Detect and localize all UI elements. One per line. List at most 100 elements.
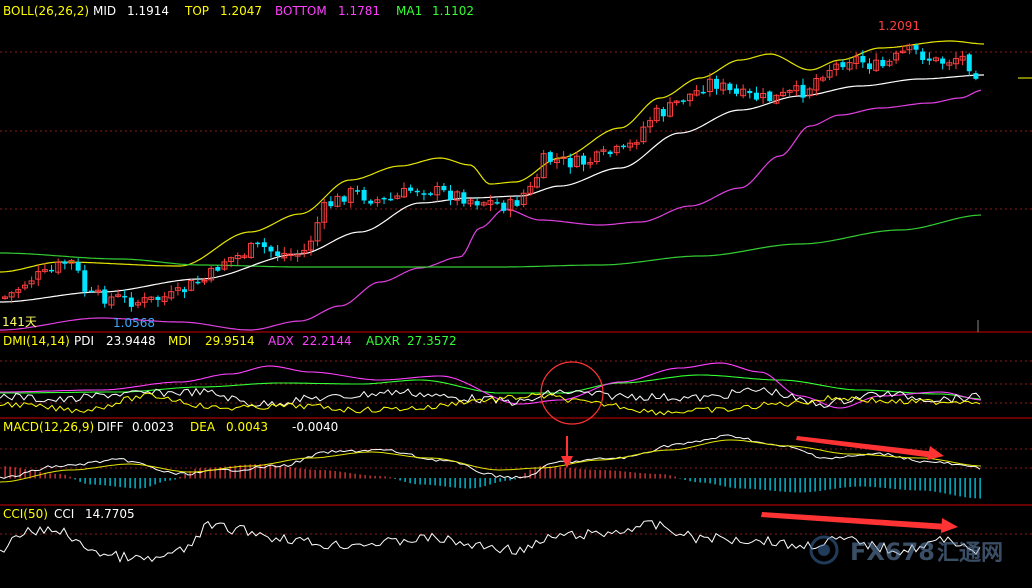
macd-histogram-bar xyxy=(174,478,176,480)
candle-body xyxy=(959,55,966,61)
candle-body xyxy=(714,78,720,89)
macd-histogram-bar xyxy=(699,478,701,483)
candle-body xyxy=(448,190,454,200)
candle-body xyxy=(334,195,341,207)
macd-histogram-bar xyxy=(489,478,491,485)
macd-histogram-bar xyxy=(714,478,716,485)
watermark-logo-icon xyxy=(809,535,839,565)
macd-histogram-bar xyxy=(74,478,76,480)
candle-body xyxy=(647,120,654,128)
macd-histogram-bar xyxy=(454,478,456,488)
macd-histogram-bar xyxy=(334,470,336,479)
macd-histogram-bar xyxy=(954,478,956,496)
macd-histogram-bar xyxy=(484,478,486,486)
candle-body xyxy=(660,109,666,117)
macd-histogram-bar xyxy=(49,473,51,479)
macd-header-item: 0.0043 xyxy=(226,420,268,434)
macd-histogram-bar xyxy=(819,478,821,491)
candle-body xyxy=(734,88,739,94)
macd-histogram-bar xyxy=(259,464,261,479)
macd-histogram-bar xyxy=(239,465,241,479)
macd-histogram-bar xyxy=(529,469,531,479)
macd-histogram-bar xyxy=(424,478,426,485)
candle-body xyxy=(480,202,487,206)
macd-histogram-bar xyxy=(919,478,921,491)
candle-body xyxy=(846,62,853,70)
candle-body xyxy=(307,240,314,251)
dmi-header-item: DMI(14,14) xyxy=(3,334,70,348)
macd-histogram-bar xyxy=(439,478,441,486)
macd-histogram-bar xyxy=(944,478,946,494)
macd-histogram-bar xyxy=(834,478,836,489)
watermark: FX678 汇通网 xyxy=(809,535,1003,566)
macd-histogram-bar xyxy=(829,478,831,490)
macd-histogram-bar xyxy=(494,478,496,484)
candle-body xyxy=(55,261,62,273)
macd-histogram-bar xyxy=(134,478,136,489)
macd-histogram-bar xyxy=(824,478,826,491)
macd-histogram-bar xyxy=(634,472,636,479)
macd-histogram-bar xyxy=(754,478,756,490)
candle-body xyxy=(593,151,600,163)
watermark-text: FX678 xyxy=(850,538,935,566)
macd-histogram-bar xyxy=(749,478,751,489)
candle-body xyxy=(201,279,208,283)
macd-histogram-bar xyxy=(229,466,231,479)
candle-body xyxy=(607,151,613,155)
macd-histogram-bar xyxy=(774,478,776,491)
macd-histogram-bar xyxy=(64,474,66,479)
macd-histogram-bar xyxy=(314,469,316,479)
macd-histogram-bar xyxy=(34,470,36,479)
macd-histogram-bar xyxy=(569,468,571,479)
macd-histogram-bar xyxy=(534,467,536,479)
macd-histogram-bar xyxy=(889,478,891,489)
candle-body xyxy=(613,145,620,154)
macd-histogram-bar xyxy=(724,478,726,487)
candle-body xyxy=(314,222,321,242)
macd-histogram-bar xyxy=(884,478,886,489)
candle-body xyxy=(428,193,434,195)
candle-body xyxy=(234,254,241,260)
candle-body xyxy=(467,199,474,205)
candle-body xyxy=(115,294,122,297)
macd-histogram-bar xyxy=(319,470,321,479)
macd-histogram-bar xyxy=(739,478,741,489)
mdi-line xyxy=(0,392,981,416)
macd-histogram-bar xyxy=(149,478,151,487)
macd-histogram-bar xyxy=(409,478,411,484)
boll-header-item: 1.1781 xyxy=(338,4,380,18)
macd-histogram-bar xyxy=(264,464,266,479)
macd-histogram-bar xyxy=(804,478,806,493)
dmi-header: DMI(14,14) PDI 23.9448 MDI 29.9514 ADX 2… xyxy=(3,334,457,348)
macd-histogram-bar xyxy=(254,464,256,479)
macd-histogram-bar xyxy=(129,478,131,489)
macd-histogram-bar xyxy=(564,467,566,479)
candle-body xyxy=(161,296,168,302)
macd-histogram-bar xyxy=(744,478,746,489)
candle-body xyxy=(886,60,893,66)
candle-body xyxy=(693,90,700,96)
cci-header: CCI(50) CCI 14.7705 xyxy=(3,507,135,521)
candle-body xyxy=(421,193,427,195)
candle-body xyxy=(800,84,806,98)
candle-body xyxy=(540,153,547,179)
candle-body xyxy=(840,62,846,68)
macd-histogram-bar xyxy=(974,478,976,499)
macd-histogram-bar xyxy=(144,478,146,488)
macd-histogram-bar xyxy=(659,474,661,479)
candle-body xyxy=(441,185,447,191)
macd-histogram-bar xyxy=(909,478,911,491)
macd-histogram-bar xyxy=(709,478,711,484)
candle-body xyxy=(241,255,248,258)
boll-bottom-line xyxy=(0,89,982,331)
candle-body xyxy=(268,246,274,252)
macd-histogram-bar xyxy=(684,478,686,480)
candle-body xyxy=(454,191,461,201)
macd-histogram-bar xyxy=(579,468,581,479)
candle-body xyxy=(893,52,900,61)
macd-histogram-bar xyxy=(244,464,246,479)
candle-body xyxy=(686,93,693,102)
macd-histogram-bar xyxy=(119,478,121,488)
trend-arrowhead-macd xyxy=(927,446,944,460)
macd-histogram-bar xyxy=(614,470,616,479)
